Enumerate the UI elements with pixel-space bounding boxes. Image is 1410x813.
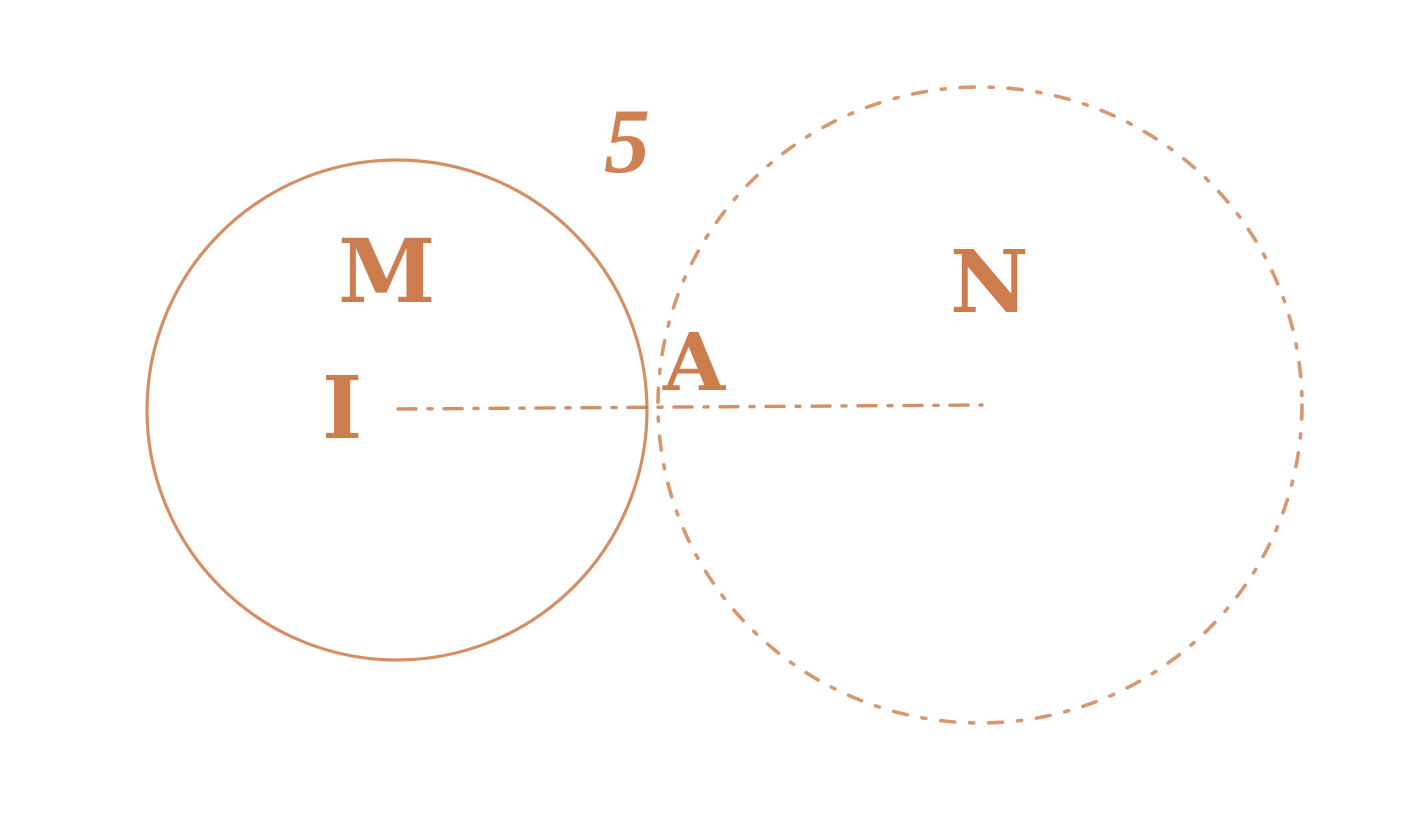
figure-number: 5 xyxy=(604,90,650,192)
label-a: A xyxy=(662,315,726,409)
label-n: N xyxy=(950,232,1029,333)
center-line xyxy=(396,403,984,411)
label-m: M xyxy=(338,219,435,323)
label-i: I xyxy=(322,358,362,459)
circle-n xyxy=(656,85,1304,725)
circle-m xyxy=(145,158,649,662)
